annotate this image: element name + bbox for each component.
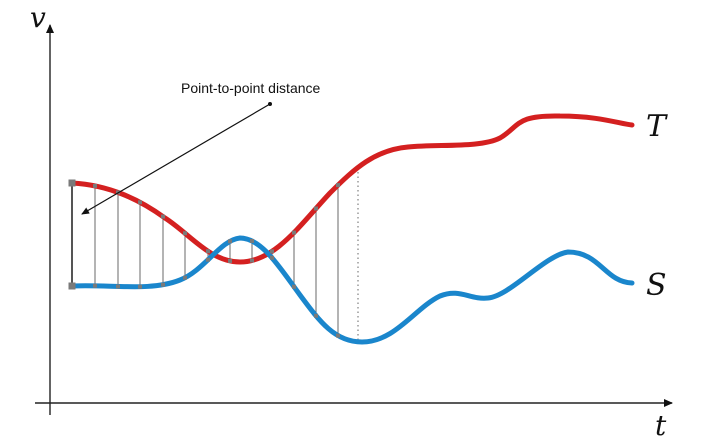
- sample-point-marker: [250, 258, 254, 263]
- sample-point-marker: [93, 183, 97, 188]
- sample-point-marker: [68, 282, 76, 290]
- sample-point-marker: [314, 206, 318, 211]
- sample-point-marker: [93, 283, 97, 288]
- sample-point-marker: [206, 257, 210, 262]
- sample-point-marker: [116, 284, 120, 289]
- sample-point-marker: [68, 179, 76, 187]
- curve-s: [69, 235, 635, 345]
- sample-point-marker: [206, 249, 210, 254]
- sample-point-marker: [336, 183, 340, 188]
- sample-point-marker: [336, 333, 340, 338]
- sample-point-marker: [270, 255, 274, 260]
- y-axis-label: v: [30, 1, 46, 34]
- sample-point-marker: [250, 238, 254, 243]
- sample-point-marker: [138, 200, 142, 205]
- sample-point-marker: [228, 258, 232, 263]
- sample-point-marker: [292, 230, 296, 235]
- annotation-label: Point-to-point distance: [181, 80, 321, 96]
- sample-point-marker: [314, 313, 318, 318]
- annotation-arrow: [81, 103, 271, 215]
- sample-point-markers: [68, 179, 340, 338]
- sample-point-marker: [183, 275, 187, 280]
- sample-point-marker: [292, 284, 296, 289]
- sample-point-marker: [161, 282, 165, 287]
- annotation-anchor-dot: [268, 102, 272, 106]
- curve-t-label: T: [646, 109, 668, 144]
- sample-point-marker: [228, 239, 232, 244]
- x-axis-label: t: [655, 409, 667, 442]
- sample-point-marker: [183, 231, 187, 236]
- sample-point-marker: [161, 214, 165, 219]
- sample-point-marker: [270, 249, 274, 254]
- curve-t: [69, 113, 635, 265]
- sample-point-marker: [138, 284, 142, 289]
- curve-s-label: S: [646, 268, 667, 303]
